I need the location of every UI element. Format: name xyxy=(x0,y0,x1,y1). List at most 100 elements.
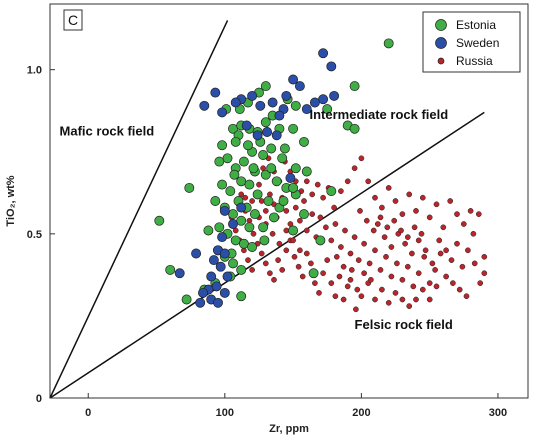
point-russia xyxy=(316,290,322,296)
point-russia xyxy=(351,165,358,172)
point-estonia xyxy=(308,268,319,279)
point-sweden xyxy=(198,287,208,298)
point-estonia xyxy=(165,264,176,275)
point-estonia xyxy=(203,225,214,236)
x-tick-label: 300 xyxy=(489,407,507,419)
point-russia xyxy=(332,293,339,300)
point-sweden xyxy=(213,297,223,308)
point-russia xyxy=(320,194,326,201)
plot-frame xyxy=(49,3,529,399)
point-russia xyxy=(471,260,478,267)
point-sweden xyxy=(247,90,258,101)
point-russia xyxy=(426,296,433,303)
point-sweden xyxy=(329,90,340,101)
point-russia xyxy=(344,283,351,290)
point-estonia xyxy=(238,238,249,249)
point-russia xyxy=(411,224,418,231)
point-estonia xyxy=(326,186,337,197)
point-sweden xyxy=(267,97,278,108)
point-russia xyxy=(392,198,399,204)
point-sweden xyxy=(241,120,252,131)
point-russia xyxy=(467,208,474,214)
y-axis-title: TiO₂, wt% xyxy=(5,175,17,226)
point-russia xyxy=(297,247,303,254)
point-russia xyxy=(460,221,467,227)
point-russia xyxy=(459,263,466,270)
point-russia xyxy=(354,286,361,293)
point-russia xyxy=(340,263,347,270)
point-russia xyxy=(477,280,484,286)
point-russia xyxy=(399,211,406,217)
point-russia xyxy=(347,250,354,257)
point-estonia xyxy=(315,235,326,246)
point-russia xyxy=(361,240,367,247)
point-russia xyxy=(271,276,277,283)
point-russia xyxy=(336,273,343,280)
point-sweden xyxy=(206,271,217,282)
point-russia xyxy=(283,208,290,214)
point-russia xyxy=(481,253,488,260)
point-estonia xyxy=(247,242,258,252)
point-sweden xyxy=(222,271,233,282)
point-estonia xyxy=(222,153,233,164)
point-sweden xyxy=(318,94,329,105)
point-russia xyxy=(347,276,354,283)
point-estonia xyxy=(210,196,221,206)
point-russia xyxy=(283,247,290,254)
point-russia xyxy=(470,230,477,237)
point-russia xyxy=(353,306,359,313)
point-russia xyxy=(377,214,384,221)
point-sweden xyxy=(271,130,282,141)
point-estonia xyxy=(228,209,238,220)
point-russia xyxy=(454,240,460,247)
y-tick-label: 1.0 xyxy=(27,65,42,77)
point-estonia xyxy=(230,235,241,246)
field-boundary-lines xyxy=(49,20,485,399)
point-russia xyxy=(419,286,426,293)
point-sweden xyxy=(285,173,296,183)
point-russia xyxy=(418,230,425,237)
x-tick-label: 0 xyxy=(85,407,91,419)
point-russia xyxy=(406,303,413,309)
point-russia xyxy=(415,237,422,244)
point-estonia xyxy=(266,143,277,154)
point-sweden xyxy=(230,97,241,108)
point-russia xyxy=(399,276,406,283)
point-russia xyxy=(372,194,378,201)
point-russia xyxy=(340,296,347,303)
point-sweden xyxy=(294,81,305,92)
point-russia xyxy=(249,267,255,273)
legend-marker-russia xyxy=(437,57,445,65)
point-estonia xyxy=(288,182,299,193)
field-label-mafic-rock-field: Mafic rock field xyxy=(60,123,155,138)
point-russia xyxy=(379,204,385,211)
point-estonia xyxy=(229,169,240,180)
point-estonia xyxy=(279,143,290,154)
legend-marker-sweden xyxy=(435,37,447,49)
point-russia xyxy=(338,188,344,194)
point-russia xyxy=(314,181,321,188)
point-russia xyxy=(374,221,381,227)
point-russia xyxy=(357,208,363,214)
point-russia xyxy=(415,270,422,277)
point-estonia xyxy=(271,176,282,187)
y-tick-label: 0.5 xyxy=(27,229,42,241)
field-labels: Mafic rock field Intermediate rock field F… xyxy=(60,107,453,332)
point-russia xyxy=(351,234,358,240)
point-russia xyxy=(433,201,440,208)
point-russia xyxy=(409,250,415,257)
point-sweden xyxy=(219,248,230,259)
point-estonia xyxy=(269,212,279,223)
point-russia xyxy=(258,198,265,204)
point-russia xyxy=(333,253,340,260)
point-estonia xyxy=(301,166,312,177)
point-sweden xyxy=(281,90,292,101)
point-russia xyxy=(301,198,307,204)
legend-label-russia: Russia xyxy=(456,54,493,68)
point-russia xyxy=(381,234,388,240)
point-russia xyxy=(342,227,348,234)
point-russia xyxy=(432,267,438,273)
point-sweden xyxy=(252,130,263,141)
panel-tag: C xyxy=(63,9,83,31)
